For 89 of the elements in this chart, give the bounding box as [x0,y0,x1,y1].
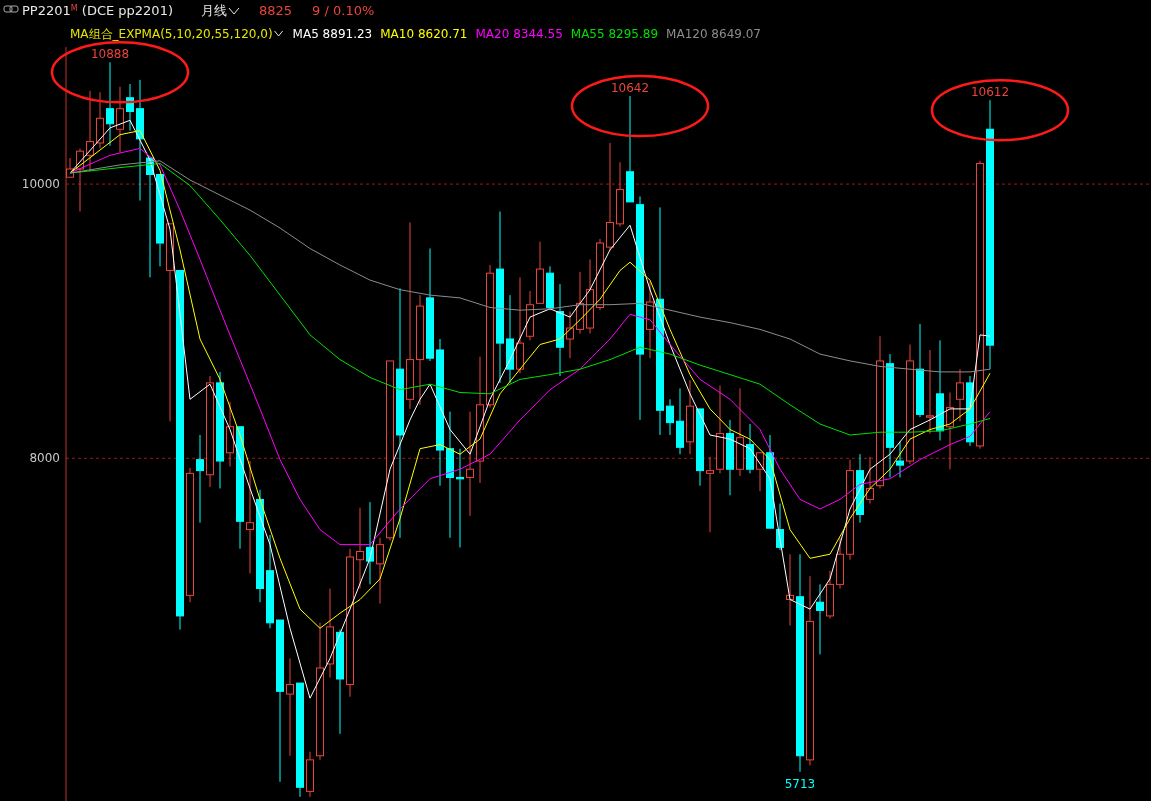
candlestick [596,238,604,311]
candlestick [646,280,654,359]
candlestick [486,264,494,409]
text: MA120 8649.07 [666,27,761,41]
chart-title: PP2201$^{M}$ (DCE pp2201) [22,3,173,18]
candlestick [796,553,804,773]
candlestick [216,371,224,489]
candlestick [696,408,704,487]
candlestick [346,548,354,698]
y-tick-label: 10000 [21,177,60,192]
candlestick [836,537,844,590]
candlestick [206,375,214,488]
candlestick [246,460,254,574]
candlestick [916,323,924,418]
candlestick [716,385,724,474]
candlestick [106,61,114,147]
annotation: 10642 [610,81,650,96]
candlestick [626,95,634,203]
candlestick [516,276,524,374]
candlestick [616,161,624,228]
candlestick [736,387,744,477]
candlestick [886,353,894,478]
candlestick [96,91,104,149]
candlestick [426,248,434,362]
candlestick [586,258,594,335]
candlestick [496,211,504,384]
candlestick [936,339,944,441]
candlestick [326,588,334,679]
legend-title: MA组合_EXPMA(5,10,20,55,120,0) [70,27,273,41]
text: 8825 [258,3,293,18]
candlestick [386,360,394,542]
candlestick [336,629,344,735]
candlestick [976,160,984,450]
candlestick [416,294,424,406]
candlestick [816,583,824,655]
candlestick [676,387,684,455]
candlestick [256,489,264,603]
annotation: 5713 [784,776,816,791]
candlestick [226,401,234,467]
candlestick [566,311,574,359]
text: MA5 8891.23 [292,27,373,41]
candlestick [746,423,754,474]
candlestick [896,441,904,478]
candlestick [136,79,144,202]
chart-subtitle: 月线 [200,3,227,18]
y-tick-label: 8000 [29,451,60,466]
text: MA20 8344.55 [475,27,563,41]
text: MA10 8620.71 [380,27,468,41]
candlestick [906,343,914,465]
candlestick [636,195,644,421]
candlestick [466,411,474,517]
candlestick [276,619,284,783]
candlestick [176,269,184,631]
candlestick [116,86,124,154]
candlestick [296,682,304,798]
annotation: 10888 [90,47,130,62]
candlestick [236,426,244,550]
candlestick [436,338,444,487]
candlestick [286,657,294,757]
candlestick [536,241,544,304]
candlestick [526,290,534,341]
candlestick [826,570,834,620]
candlestick [446,411,454,539]
candlestick [156,174,164,267]
text: MA55 8295.89 [570,27,659,41]
candlestick [356,507,364,590]
candlestick [196,434,204,524]
candlestick [316,622,324,761]
candlestick [396,287,404,539]
candlestick [686,379,694,455]
candlestick [376,537,384,605]
candlestick [846,459,854,561]
candlestick [556,283,564,377]
candlestick [506,294,514,384]
candlestick [666,398,674,436]
candlestick [306,751,314,798]
candlestick [986,99,994,370]
candlestick [706,456,714,533]
candlestick [266,534,274,629]
candlestick [406,221,414,410]
candlestick [656,206,664,436]
candlestick [726,419,734,496]
candlestick [956,368,964,422]
annotation: 10612 [970,85,1010,100]
candlestick [186,467,194,603]
candlestick [876,335,884,489]
candlestick [926,349,934,435]
text: 9 / 0.10% [312,3,375,18]
candlestick [806,575,814,766]
